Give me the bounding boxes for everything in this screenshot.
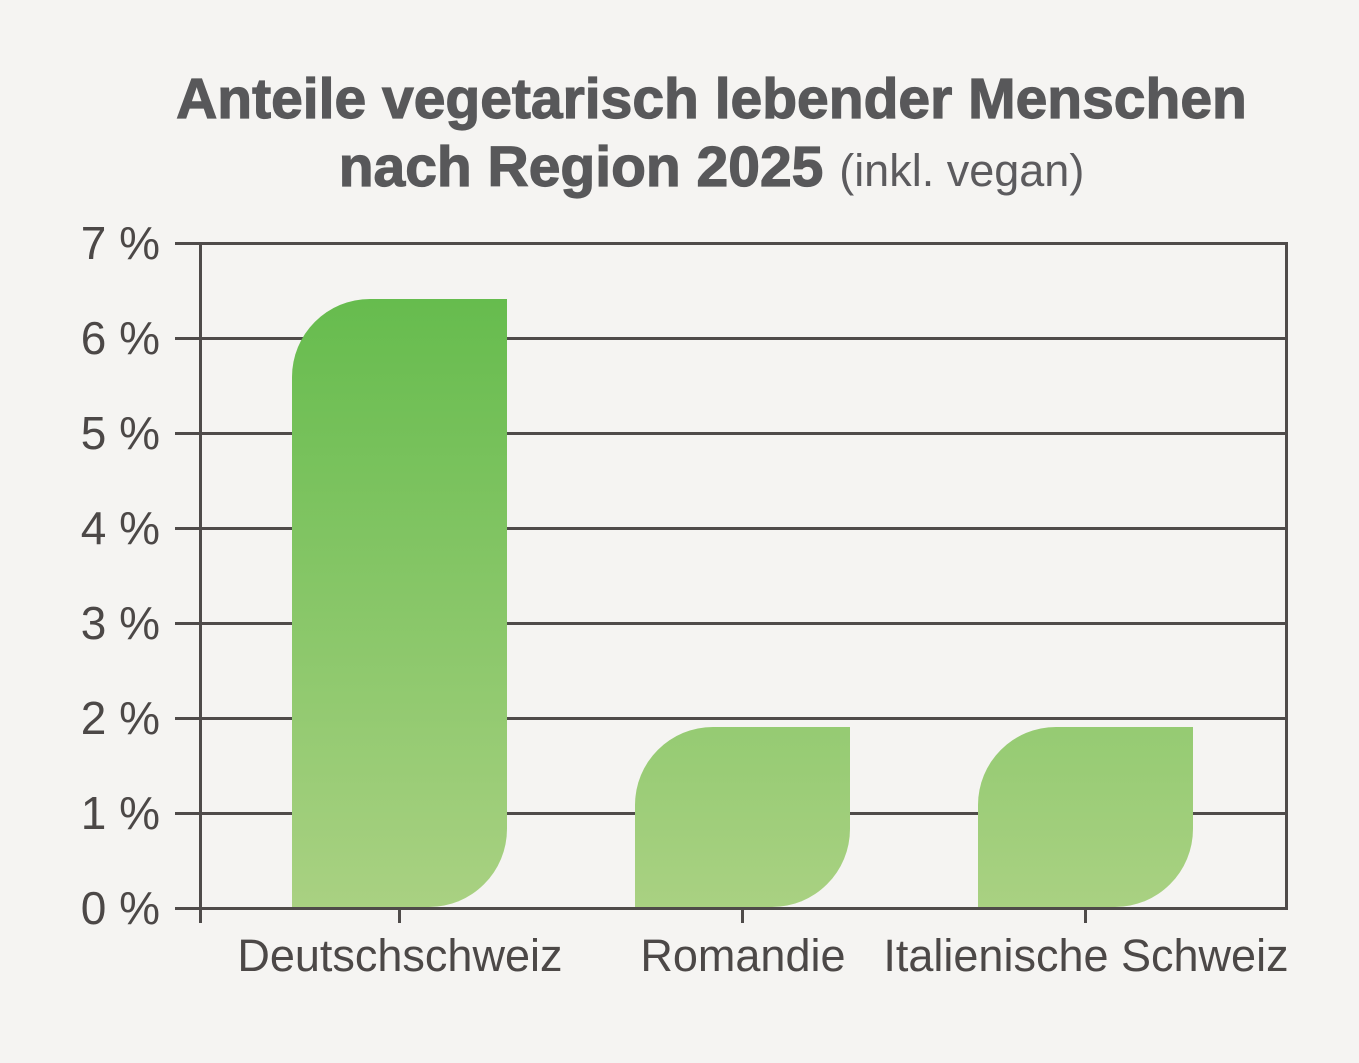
- y-tick-label-4: 4 %: [80, 502, 160, 555]
- chart-title-line2-bold: nach Region 2025: [338, 135, 824, 199]
- y-tick-label-7: 7 %: [80, 217, 160, 269]
- bar-gradient-fill: [635, 726, 851, 907]
- bar-gradient-fill: [292, 299, 508, 907]
- y-tick-label-5: 5 %: [80, 407, 160, 459]
- gridline-6: [175, 336, 1288, 340]
- y-tick-label-2: 2 %: [80, 692, 160, 745]
- bar-romandie: [635, 726, 851, 907]
- y-axis-line: [199, 243, 202, 923]
- gridline-0: [175, 906, 1288, 910]
- x-label-deutschschweiz: Deutschschweiz: [237, 930, 563, 981]
- x-label-romandie: Romandie: [640, 930, 846, 981]
- chart-title-line1: Anteile vegetarisch lebender Menschen: [176, 67, 1248, 131]
- chart-title-note: (inkl. vegan): [839, 145, 1085, 196]
- gridline-4: [175, 526, 1288, 530]
- y-tick-label-1: 1 %: [80, 787, 160, 840]
- plot-area: 0 % 1 % 2 % 3 % 4 % 5 % 6 % 7 %: [81, 220, 1288, 931]
- gridline-5: [175, 431, 1288, 435]
- y-tick-label-3: 3 %: [80, 597, 160, 649]
- gridline-2: [175, 716, 1288, 720]
- y-tick-label-6: 6 %: [80, 312, 160, 364]
- chart-title: Anteile vegetarisch lebender Menschen na…: [0, 67, 1359, 202]
- plot-right-border: [1285, 243, 1288, 908]
- y-tick-label-0: 0 %: [80, 882, 160, 934]
- x-tick-romandie: [741, 908, 745, 923]
- x-tick-deutschschweiz: [398, 908, 402, 923]
- x-label-italienische-schweiz: Italienische Schweiz: [883, 930, 1289, 981]
- chart-title-line2: nach Region 2025 (inkl. vegan): [64, 135, 1359, 202]
- gridline-3: [175, 621, 1288, 625]
- bar-deutschschweiz: [292, 299, 508, 907]
- x-tick-italienische-schweiz: [1084, 908, 1088, 923]
- bar-italienische-schweiz: [978, 726, 1194, 907]
- gridline-7: [175, 241, 1288, 245]
- bar-gradient-fill: [978, 726, 1194, 907]
